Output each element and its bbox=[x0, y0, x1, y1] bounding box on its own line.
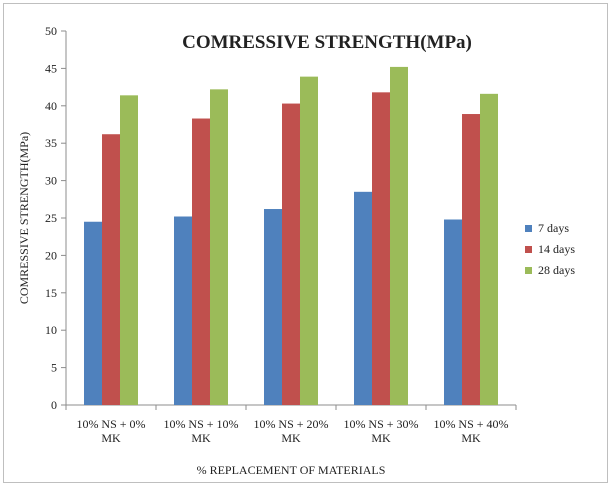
bar-28-days-3 bbox=[300, 76, 318, 406]
x-category-label-line: MK bbox=[191, 431, 211, 445]
x-category-label-line: 10% NS + 20% bbox=[253, 417, 328, 431]
chart-frame: COMRESSIVE STRENGTH(MPa) 0 5 10 15 20 25 30 35 4… bbox=[3, 3, 608, 483]
bar-14-days-2 bbox=[192, 118, 210, 406]
x-category-label: 10% NS + 20% MK bbox=[253, 417, 328, 445]
bar-28-days-5 bbox=[480, 93, 498, 405]
legend-swatch bbox=[525, 267, 532, 274]
legend-swatch bbox=[525, 225, 532, 232]
y-tick-label: 0 bbox=[51, 398, 57, 412]
x-category-label: 10% NS + 40% MK bbox=[433, 417, 508, 445]
bar-14-days-3 bbox=[282, 103, 300, 405]
y-tick-label: 20 bbox=[45, 248, 57, 262]
x-category-label-line: MK bbox=[281, 431, 301, 445]
bar-14-days-4 bbox=[372, 92, 390, 405]
y-tick-label: 40 bbox=[45, 99, 57, 113]
chart-title: COMRESSIVE STRENGTH(MPa) bbox=[182, 32, 472, 53]
x-category-label-line: MK bbox=[371, 431, 391, 445]
y-tick-label: 15 bbox=[45, 286, 57, 300]
bar-14-days-5 bbox=[462, 114, 480, 405]
bar-14-days-1 bbox=[102, 134, 120, 405]
x-category-label: 10% NS + 30% MK bbox=[343, 417, 418, 445]
x-category-label: 10% NS + 10% MK bbox=[163, 417, 238, 445]
bar-28-days-2 bbox=[210, 89, 228, 406]
legend-label: 7 days bbox=[538, 221, 569, 235]
x-category-label-line: 10% NS + 10% bbox=[163, 417, 238, 431]
bar-28-days-1 bbox=[120, 95, 138, 405]
x-category-label-line: MK bbox=[101, 431, 121, 445]
bars bbox=[84, 66, 498, 406]
y-tick-label: 50 bbox=[45, 24, 57, 38]
x-category-label-line: 10% NS + 40% bbox=[433, 417, 508, 431]
y-tick-label: 45 bbox=[45, 61, 57, 75]
legend-swatch bbox=[525, 246, 532, 253]
y-tick-label: 25 bbox=[45, 211, 57, 225]
legend-label: 14 days bbox=[538, 242, 575, 256]
y-tick-label: 5 bbox=[51, 361, 57, 375]
y-tick-label: 10 bbox=[45, 323, 57, 337]
legend-label: 28 days bbox=[538, 263, 575, 277]
x-category-label: 10% NS + 0% MK bbox=[76, 417, 145, 445]
x-category-label-line: 10% NS + 30% bbox=[343, 417, 418, 431]
bar-chart: COMRESSIVE STRENGTH(MPa) 0 5 10 15 20 25 30 35 4… bbox=[17, 24, 575, 477]
y-tick-label: 30 bbox=[45, 174, 57, 188]
legend: 7 days 14 days 28 days bbox=[525, 221, 575, 277]
x-axis-label: % REPLACEMENT OF MATERIALS bbox=[197, 463, 386, 477]
bar-28-days-4 bbox=[390, 66, 408, 406]
y-tick-label: 35 bbox=[45, 136, 57, 150]
x-category-label-line: MK bbox=[461, 431, 481, 445]
bar-7-days-4 bbox=[354, 191, 372, 405]
y-axis-label: COMRESSIVE STRENGTH(MPa) bbox=[17, 132, 31, 304]
bar-7-days-2 bbox=[174, 216, 192, 405]
bar-7-days-5 bbox=[444, 219, 462, 405]
x-category-label-line: 10% NS + 0% bbox=[76, 417, 145, 431]
bar-7-days-3 bbox=[264, 209, 282, 405]
bar-7-days-1 bbox=[84, 221, 102, 405]
y-axis: 0 5 10 15 20 25 30 35 40 45 50 bbox=[45, 24, 67, 412]
